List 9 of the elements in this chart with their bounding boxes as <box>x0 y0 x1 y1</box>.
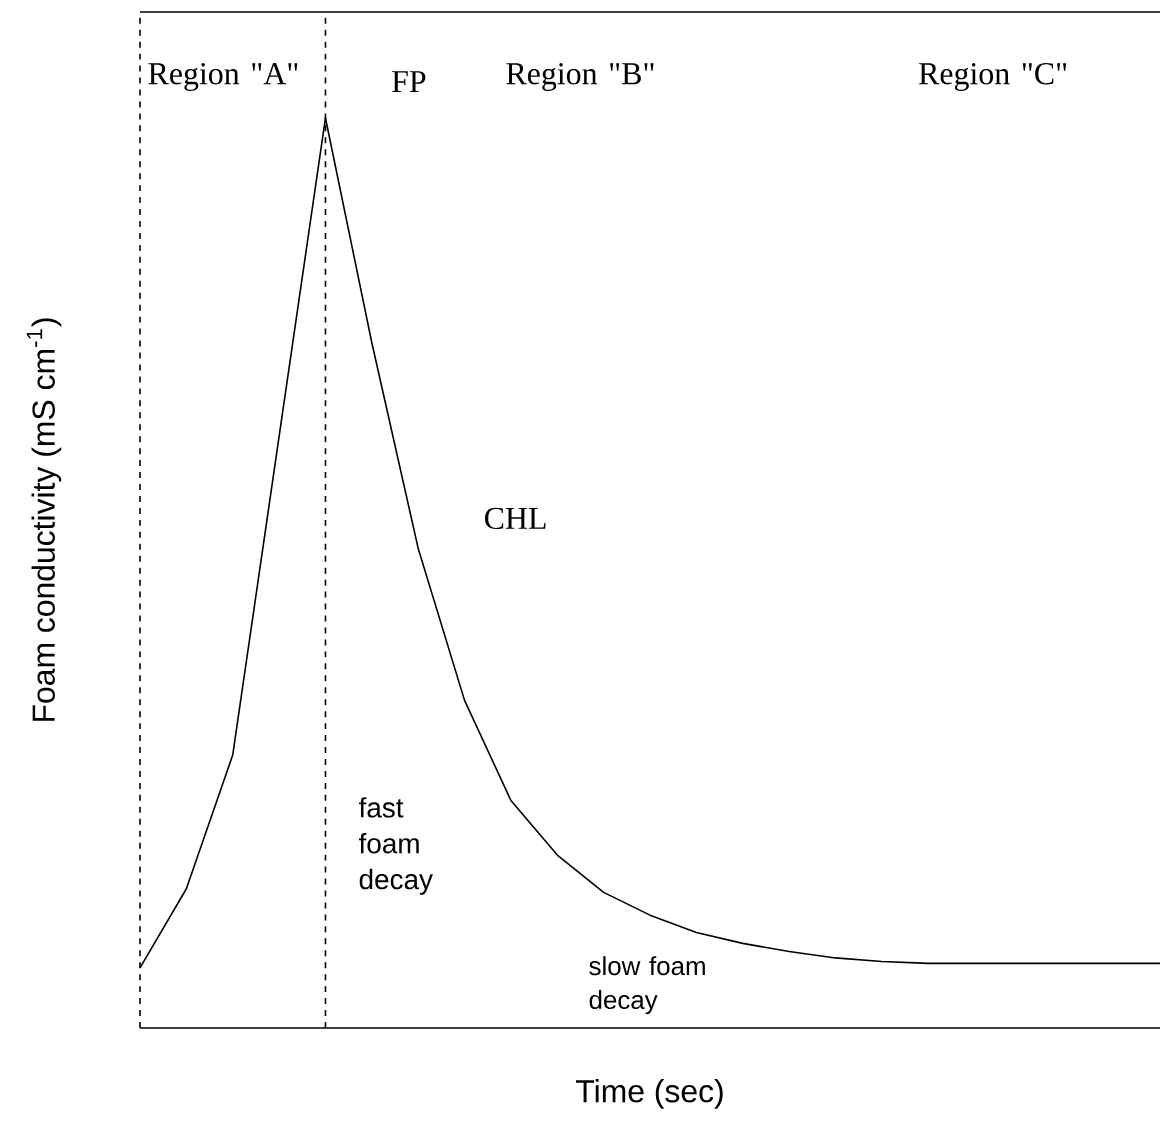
text: FP <box>392 71 426 93</box>
y-axis-title: Foam conductivity (mS cm$^{-1}$) <box>26 318 62 721</box>
text: Region "B" <box>506 63 654 92</box>
x-axis-title: Time (sec) <box>576 1079 723 1109</box>
text: Region "C" <box>919 63 1067 92</box>
annotation: slow foam decay <box>589 956 705 1015</box>
annotation: CHL <box>484 507 546 530</box>
annotation: fast foam decay <box>358 797 433 895</box>
text: Region "A" <box>148 63 298 92</box>
